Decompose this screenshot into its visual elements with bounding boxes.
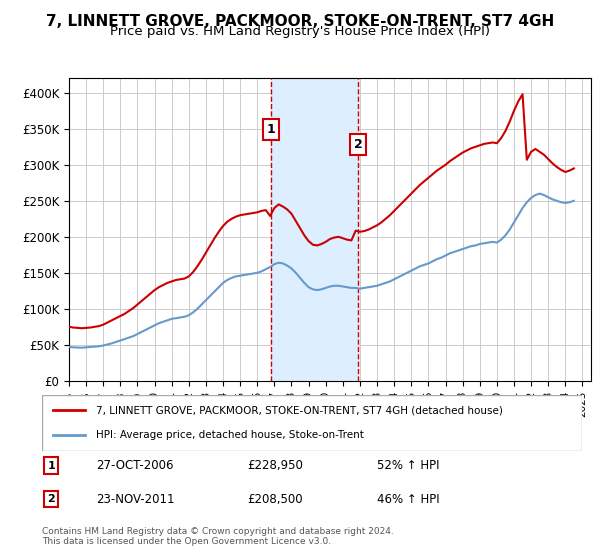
Text: 23-NOV-2011: 23-NOV-2011 <box>96 493 175 506</box>
Bar <box>271 78 358 381</box>
Text: £228,950: £228,950 <box>247 459 303 472</box>
Text: 1: 1 <box>267 123 275 136</box>
Text: 7, LINNETT GROVE, PACKMOOR, STOKE-ON-TRENT, ST7 4GH (detached house): 7, LINNETT GROVE, PACKMOOR, STOKE-ON-TRE… <box>96 405 503 416</box>
Text: 52% ↑ HPI: 52% ↑ HPI <box>377 459 439 472</box>
Text: 46% ↑ HPI: 46% ↑ HPI <box>377 493 439 506</box>
Text: HPI: Average price, detached house, Stoke-on-Trent: HPI: Average price, detached house, Stok… <box>96 430 364 440</box>
Text: 27-OCT-2006: 27-OCT-2006 <box>96 459 173 472</box>
Text: 2: 2 <box>354 138 362 151</box>
Text: 1: 1 <box>47 461 55 470</box>
Text: Contains HM Land Registry data © Crown copyright and database right 2024.
This d: Contains HM Land Registry data © Crown c… <box>42 526 394 546</box>
FancyBboxPatch shape <box>42 395 582 451</box>
Text: 7, LINNETT GROVE, PACKMOOR, STOKE-ON-TRENT, ST7 4GH: 7, LINNETT GROVE, PACKMOOR, STOKE-ON-TRE… <box>46 14 554 29</box>
Text: Price paid vs. HM Land Registry's House Price Index (HPI): Price paid vs. HM Land Registry's House … <box>110 25 490 38</box>
Text: £208,500: £208,500 <box>247 493 303 506</box>
Text: 2: 2 <box>47 494 55 504</box>
